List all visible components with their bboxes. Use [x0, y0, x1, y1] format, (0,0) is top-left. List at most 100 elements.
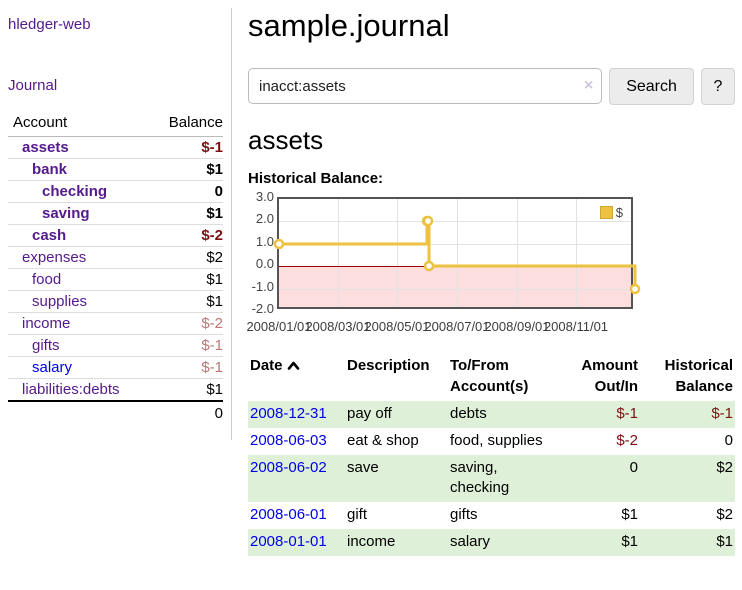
transaction-amount: $1 [621, 506, 638, 523]
x-axis-tick-label: 2008/11/01 [543, 319, 609, 334]
y-axis-tick-label: 2.0 [255, 211, 274, 226]
hledger-web-link[interactable]: hledger-web [8, 16, 91, 33]
search-box: × [248, 68, 603, 105]
sidebar-item-journal[interactable]: Journal [8, 77, 58, 94]
account-balance: $-1 [201, 337, 223, 354]
x-axis-tick-label: 2008/07/01 [424, 319, 490, 334]
account-balance: 0 [214, 183, 223, 200]
legend-swatch-icon [599, 206, 613, 219]
data-point-marker [273, 238, 285, 250]
account-balance: $1 [206, 381, 223, 398]
historical-balance-chart: $ 3.0 2.0 1.0 0.0 -1.0 -2.0 2008/01/01 2008/03/… [246, 189, 735, 337]
account-balance: $1 [206, 271, 223, 288]
account-link[interactable]: supplies [32, 293, 88, 310]
gridline [517, 199, 518, 307]
transaction-date-link[interactable]: 2008-06-03 [250, 432, 327, 449]
y-axis-tick-label: 1.0 [255, 234, 274, 249]
account-balance: $1 [206, 293, 223, 310]
register-table: Date Description To/From Account(s) Amou… [248, 353, 735, 556]
y-axis-tick-label: 0.0 [255, 256, 274, 271]
sidebar-account-salary[interactable]: salary $-1 [8, 357, 223, 379]
sidebar-account-gifts[interactable]: gifts $-1 [8, 335, 223, 357]
x-axis-tick-label: 2008/09/01 [484, 319, 550, 334]
account-link[interactable]: cash [32, 227, 67, 244]
account-balance: $2 [206, 249, 223, 266]
sidebar-account-food[interactable]: food $1 [8, 269, 223, 291]
account-balance: $-1 [201, 139, 223, 156]
transaction-date-link[interactable]: 2008-06-02 [250, 459, 327, 476]
account-link[interactable]: liabilities:debts [22, 381, 120, 398]
col-header-description: Description [347, 357, 430, 374]
sidebar-account-income[interactable]: income $-2 [8, 313, 223, 335]
transaction-balance: $2 [716, 459, 733, 476]
account-heading: assets [248, 125, 324, 155]
x-axis-tick-label: 2008/01/01 [246, 319, 312, 334]
transaction-balance: $-1 [711, 405, 733, 422]
transaction-date-link[interactable]: 2008-06-01 [250, 506, 327, 523]
account-link[interactable]: checking [42, 183, 108, 200]
transaction-description: save [347, 459, 379, 476]
account-link[interactable]: bank [32, 161, 68, 178]
main-content: sample.journal × Search ? assets Histori… [246, 8, 742, 556]
account-balance: $1 [206, 161, 223, 178]
account-link[interactable]: food [32, 271, 62, 288]
account-link[interactable]: saving [42, 205, 90, 222]
accounts-total-value: 0 [214, 405, 223, 422]
transaction-accounts: food, supplies [450, 432, 543, 449]
accounts-table-header: Account Balance [8, 111, 223, 137]
register-row: 2008-06-02 save saving, checking 0 $2 [248, 455, 735, 502]
transaction-description: pay off [347, 405, 392, 422]
search-form: × Search ? [248, 68, 735, 105]
transaction-accounts: saving, checking [450, 459, 510, 496]
transaction-date-link[interactable]: 2008-01-01 [250, 533, 327, 550]
gridline [338, 199, 339, 307]
transaction-description: gift [347, 506, 368, 523]
col-header-date: Date [248, 353, 345, 401]
help-button[interactable]: ? [700, 68, 735, 105]
page-title: sample.journal [248, 8, 450, 43]
sidebar-account-supplies[interactable]: supplies $1 [8, 291, 223, 313]
col-header-balance: Historical Balance [664, 357, 733, 395]
transaction-description: eat & shop [347, 432, 419, 449]
account-balance: $-1 [201, 359, 223, 376]
register-row: 2008-01-01 income salary $1 $1 [248, 529, 735, 556]
register-row: 2008-06-01 gift gifts $1 $2 [248, 502, 735, 529]
gridline [457, 199, 458, 307]
account-link[interactable]: income [22, 315, 71, 332]
account-column-header: Account [13, 114, 68, 131]
transaction-description: income [347, 533, 396, 550]
clear-icon[interactable]: × [583, 77, 594, 94]
account-link[interactable]: expenses [22, 249, 87, 266]
account-link[interactable]: assets [22, 139, 69, 156]
gridline [279, 289, 631, 290]
balance-column-header: Balance [168, 114, 223, 131]
x-axis-tick-label: 2008/03/01 [305, 319, 371, 334]
y-axis-tick-label: -1.0 [251, 279, 274, 294]
sidebar-account-liabilities-debts[interactable]: liabilities:debts $1 [8, 379, 223, 400]
gridline [397, 199, 398, 307]
account-link[interactable]: salary [32, 359, 73, 376]
col-header-accounts: To/From Account(s) [450, 357, 529, 395]
gridline [576, 199, 577, 307]
register-header-row: Date Description To/From Account(s) Amou… [248, 353, 735, 401]
sidebar-account-checking[interactable]: checking 0 [8, 181, 223, 203]
transaction-amount: $1 [621, 533, 638, 550]
account-balance: $-2 [201, 315, 223, 332]
sidebar-account-cash[interactable]: cash $-2 [8, 225, 223, 247]
transaction-balance: $1 [716, 533, 733, 550]
sidebar-account-expenses[interactable]: expenses $2 [8, 247, 223, 269]
sidebar-account-assets[interactable]: assets $-1 [8, 137, 223, 159]
chart-title: Historical Balance: [248, 170, 384, 187]
transaction-amount: $-1 [616, 405, 638, 422]
chart-plot-area: $ [273, 197, 641, 309]
sidebar: hledger-web Journal Account Balance asse… [0, 8, 232, 440]
search-input[interactable] [248, 68, 603, 104]
data-point-marker [422, 215, 434, 227]
account-link[interactable]: gifts [32, 337, 60, 354]
transaction-date-link[interactable]: 2008-12-31 [250, 405, 327, 422]
search-button[interactable]: Search [609, 68, 694, 105]
sidebar-account-saving[interactable]: saving $1 [8, 203, 223, 225]
sidebar-account-bank[interactable]: bank $1 [8, 159, 223, 181]
transaction-amount: $-2 [616, 432, 638, 449]
transaction-amount: 0 [629, 459, 638, 476]
